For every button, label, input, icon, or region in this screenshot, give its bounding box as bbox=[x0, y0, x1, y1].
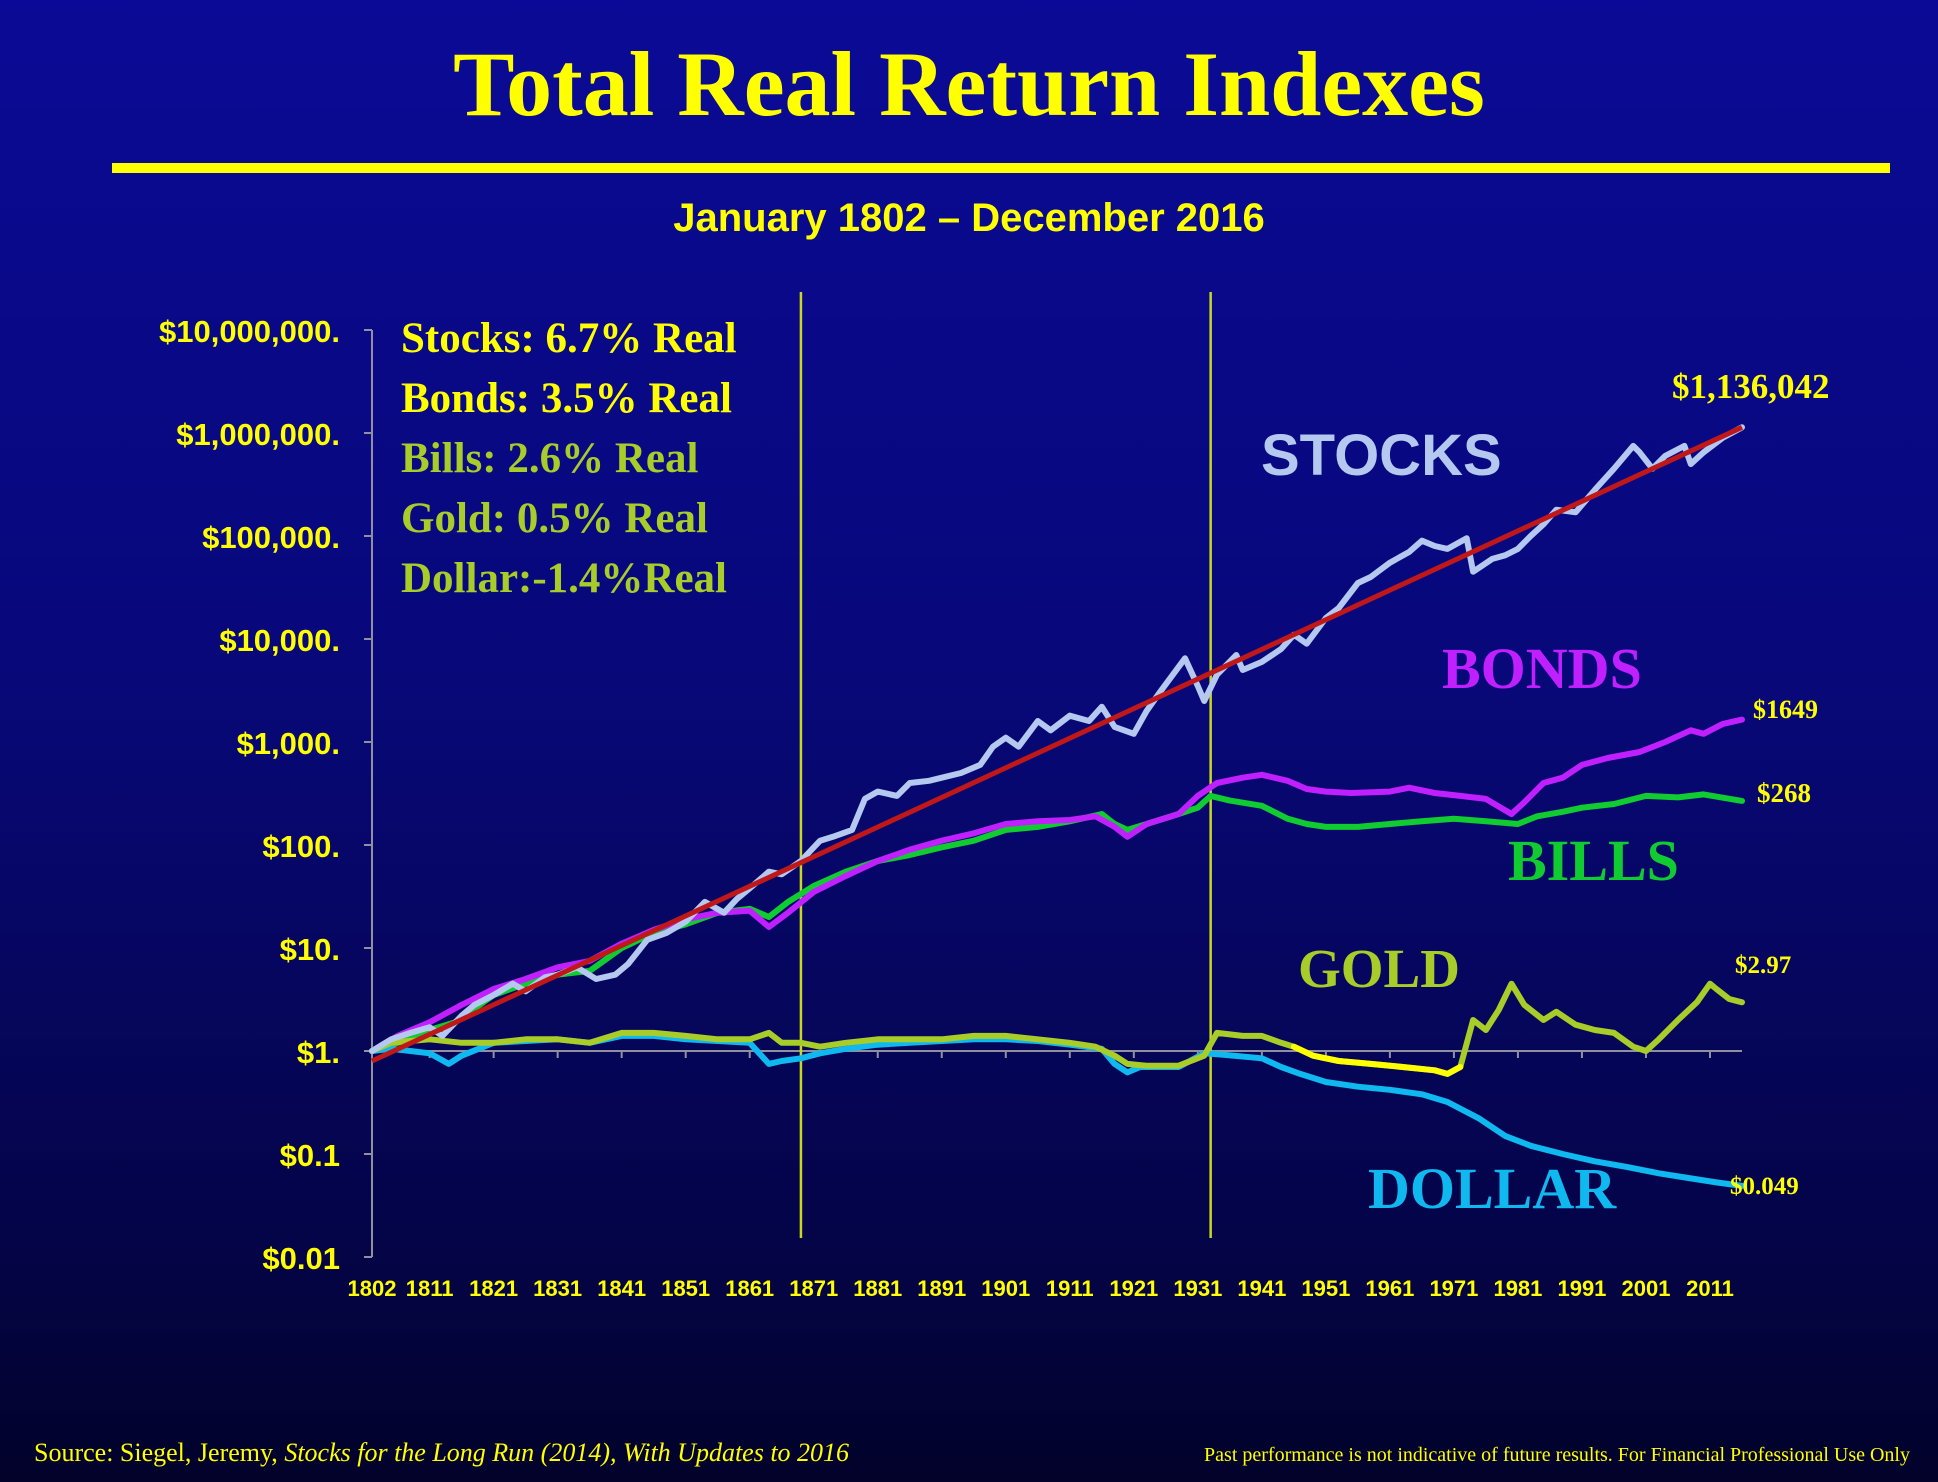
end-value-dollar: $0.049 bbox=[1730, 1173, 1799, 1200]
y-tick-label: $10,000. bbox=[219, 623, 340, 658]
series-label-bills: BILLS bbox=[1508, 828, 1679, 893]
title-rule bbox=[112, 163, 1890, 173]
stocks-series-line bbox=[369, 424, 1745, 1054]
series-label-dollar: DOLLAR bbox=[1368, 1156, 1617, 1221]
y-tick-label: $10. bbox=[280, 932, 340, 967]
end-value-stocks: $1,136,042 bbox=[1672, 367, 1830, 406]
y-tick-label: $1,000,000. bbox=[176, 417, 340, 452]
x-tick-label: 1901 bbox=[981, 1276, 1030, 1301]
x-tick-label: 1941 bbox=[1237, 1276, 1286, 1301]
x-tick-label: 1881 bbox=[853, 1276, 902, 1301]
y-tick-label: $1,000. bbox=[237, 726, 340, 761]
gold-series-line bbox=[369, 980, 1745, 1077]
x-tick-label: 1961 bbox=[1365, 1276, 1414, 1301]
source-prefix: Source: Siegel, Jeremy, bbox=[34, 1438, 285, 1467]
series-label-stocks: STOCKS bbox=[1261, 423, 1502, 488]
end-value-bills: $268 bbox=[1757, 778, 1811, 808]
x-tick-label: 1821 bbox=[469, 1276, 518, 1301]
annotation-dollar: Dollar:-1.4%Real bbox=[401, 555, 727, 602]
source-title: Stocks for the Long Run (2014), With Upd… bbox=[284, 1438, 850, 1467]
x-tick-label: 1861 bbox=[725, 1276, 774, 1301]
subtitle: January 1802 – December 2016 bbox=[673, 196, 1265, 240]
x-tick-label: 2011 bbox=[1686, 1276, 1734, 1301]
y-tick-label: $0.01 bbox=[262, 1241, 340, 1276]
x-tick-label: 1841 bbox=[597, 1276, 646, 1301]
x-tick-label: 1831 bbox=[533, 1276, 582, 1301]
series-layer bbox=[369, 424, 1745, 1189]
x-tick-label: 1951 bbox=[1301, 1276, 1350, 1301]
source-note: Source: Siegel, Jeremy, Stocks for the L… bbox=[34, 1438, 849, 1468]
disclaimer: Past performance is not indicative of fu… bbox=[1204, 1444, 1910, 1466]
annotation-stocks: Stocks: 6.7% Real bbox=[401, 315, 737, 362]
annotation-gold: Gold: 0.5% Real bbox=[401, 495, 708, 542]
x-tick-label: 1981 bbox=[1493, 1276, 1542, 1301]
label-layer: Stocks: 6.7% Real Bonds: 3.5% Real Bills: … bbox=[401, 315, 1830, 1221]
x-tick-label: 1921 bbox=[1109, 1276, 1158, 1301]
stocks-trend-line bbox=[370, 425, 1744, 1064]
end-value-bonds: $1649 bbox=[1753, 695, 1818, 724]
y-tick-label: $100,000. bbox=[202, 520, 340, 555]
axes-layer: $10,000,000. $1,000,000. $100,000. $10,000.… bbox=[159, 292, 1742, 1301]
series-label-bonds: BONDS bbox=[1442, 636, 1642, 701]
series-label-gold: GOLD bbox=[1298, 938, 1460, 999]
annotation-bills: Bills: 2.6% Real bbox=[401, 435, 698, 482]
y-tick-label: $1. bbox=[297, 1035, 340, 1070]
page-title: Total Real Return Indexes bbox=[453, 33, 1485, 135]
x-tick-label: 1811 bbox=[406, 1276, 454, 1301]
x-tick-label: 1991 bbox=[1557, 1276, 1606, 1301]
x-tick-label: 1971 bbox=[1429, 1276, 1478, 1301]
y-tick-label: $10,000,000. bbox=[159, 314, 340, 349]
x-tick-label: 1911 bbox=[1046, 1276, 1094, 1301]
x-tick-label: 2001 bbox=[1621, 1276, 1670, 1301]
y-tick-label: $100. bbox=[262, 829, 340, 864]
x-tick-label: 1871 bbox=[789, 1276, 838, 1301]
x-tick-label: 1851 bbox=[661, 1276, 710, 1301]
x-tick-label: 1802 bbox=[348, 1276, 397, 1301]
x-tick-label: 1891 bbox=[917, 1276, 966, 1301]
y-tick-label: $0.1 bbox=[280, 1138, 340, 1173]
annotation-bonds: Bonds: 3.5% Real bbox=[401, 375, 732, 422]
gold-series-line-segment bbox=[1290, 1043, 1464, 1077]
x-tick-label: 1931 bbox=[1173, 1276, 1222, 1301]
end-value-gold: $2.97 bbox=[1735, 952, 1791, 979]
